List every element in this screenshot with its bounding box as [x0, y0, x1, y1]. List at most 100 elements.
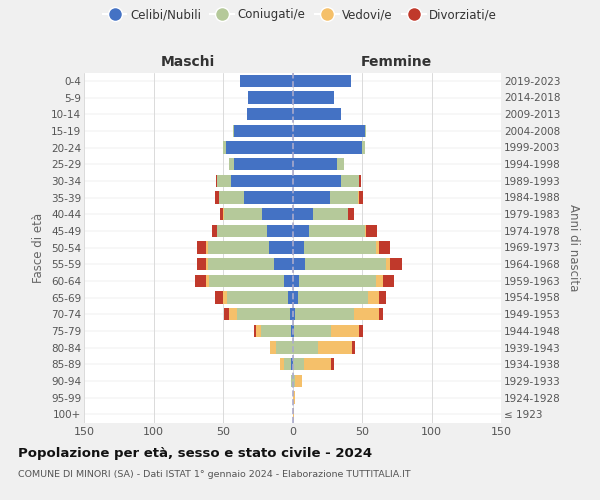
Bar: [291, 324, 293, 337]
Bar: [366, 224, 377, 237]
Bar: [293, 224, 309, 237]
Bar: [289, 291, 293, 304]
Bar: [268, 224, 293, 237]
Bar: [293, 141, 362, 154]
Bar: [337, 158, 344, 170]
Bar: [331, 324, 359, 337]
Bar: [358, 191, 359, 204]
Bar: [365, 124, 366, 137]
Bar: [260, 324, 291, 337]
Y-axis label: Fasce di età: Fasce di età: [32, 212, 46, 282]
Bar: [215, 291, 223, 304]
Bar: [383, 274, 394, 287]
Bar: [309, 224, 365, 237]
Bar: [224, 208, 262, 220]
Bar: [376, 242, 379, 254]
Bar: [341, 174, 359, 187]
Bar: [244, 191, 293, 204]
Bar: [206, 242, 208, 254]
Bar: [386, 258, 390, 270]
Bar: [262, 208, 293, 220]
Bar: [226, 141, 293, 154]
Bar: [208, 242, 269, 254]
Bar: [219, 191, 244, 204]
Bar: [284, 274, 293, 287]
Bar: [293, 158, 337, 170]
Bar: [368, 291, 379, 304]
Bar: [293, 341, 317, 354]
Bar: [299, 274, 376, 287]
Bar: [291, 358, 293, 370]
Bar: [223, 291, 227, 304]
Bar: [293, 74, 351, 87]
Bar: [298, 291, 368, 304]
Bar: [293, 91, 334, 104]
Bar: [295, 308, 353, 320]
Bar: [208, 258, 274, 270]
Bar: [229, 308, 237, 320]
Bar: [206, 274, 209, 287]
Legend: Celibi/Nubili, Coniugati/e, Vedovi/e, Divorziati/e: Celibi/Nubili, Coniugati/e, Vedovi/e, Di…: [98, 4, 502, 26]
Text: Popolazione per età, sesso e stato civile - 2024: Popolazione per età, sesso e stato civil…: [18, 448, 372, 460]
Bar: [331, 358, 334, 370]
Y-axis label: Anni di nascita: Anni di nascita: [567, 204, 580, 291]
Bar: [284, 358, 291, 370]
Bar: [291, 374, 293, 387]
Text: Maschi: Maschi: [161, 55, 215, 69]
Bar: [229, 158, 234, 170]
Bar: [293, 242, 304, 254]
Bar: [359, 191, 364, 204]
Bar: [216, 174, 217, 187]
Bar: [270, 341, 276, 354]
Bar: [234, 158, 293, 170]
Bar: [379, 242, 390, 254]
Bar: [376, 274, 383, 287]
Text: Femmine: Femmine: [361, 55, 433, 69]
Bar: [352, 341, 355, 354]
Bar: [217, 224, 268, 237]
Bar: [224, 308, 229, 320]
Bar: [348, 208, 353, 220]
Bar: [233, 124, 234, 137]
Bar: [365, 224, 366, 237]
Bar: [293, 258, 305, 270]
Bar: [247, 108, 293, 120]
Bar: [293, 208, 313, 220]
Bar: [197, 258, 206, 270]
Bar: [379, 308, 383, 320]
Bar: [359, 324, 364, 337]
Bar: [256, 324, 260, 337]
Bar: [304, 358, 331, 370]
Bar: [293, 274, 299, 287]
Bar: [223, 208, 224, 220]
Bar: [293, 324, 294, 337]
Bar: [223, 141, 226, 154]
Bar: [195, 274, 206, 287]
Bar: [293, 191, 330, 204]
Text: COMUNE DI MINORI (SA) - Dati ISTAT 1° gennaio 2024 - Elaborazione TUTTITALIA.IT: COMUNE DI MINORI (SA) - Dati ISTAT 1° ge…: [18, 470, 410, 479]
Bar: [293, 108, 341, 120]
Bar: [239, 74, 293, 87]
Bar: [269, 242, 293, 254]
Bar: [293, 358, 304, 370]
Bar: [290, 308, 293, 320]
Bar: [353, 308, 379, 320]
Bar: [209, 274, 284, 287]
Bar: [359, 174, 361, 187]
Bar: [220, 208, 223, 220]
Bar: [293, 308, 295, 320]
Bar: [362, 141, 365, 154]
Bar: [217, 174, 232, 187]
Bar: [317, 341, 352, 354]
Bar: [232, 174, 293, 187]
Bar: [294, 324, 331, 337]
Bar: [248, 91, 293, 104]
Bar: [197, 242, 206, 254]
Bar: [206, 258, 208, 270]
Bar: [274, 258, 293, 270]
Bar: [280, 358, 284, 370]
Bar: [293, 174, 341, 187]
Bar: [305, 258, 386, 270]
Bar: [304, 242, 376, 254]
Bar: [227, 291, 289, 304]
